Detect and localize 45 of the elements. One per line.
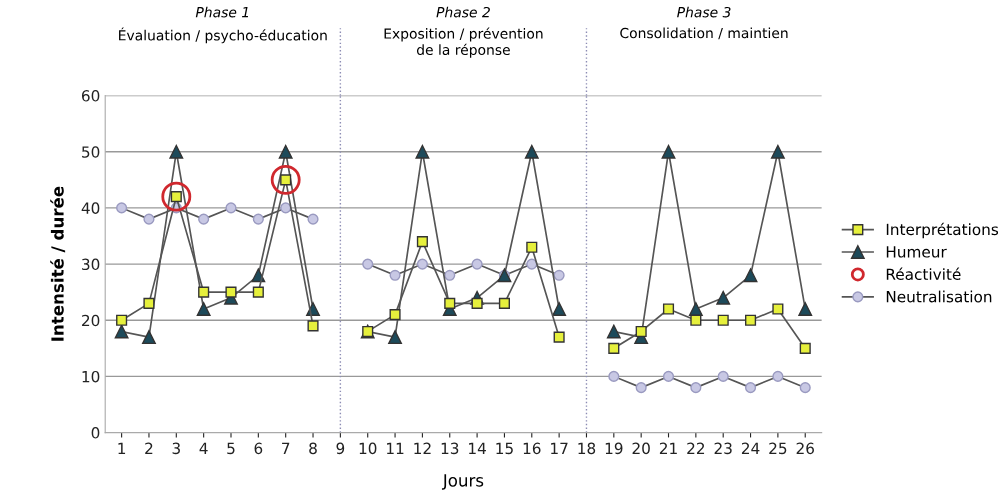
x-axis-title: Jours xyxy=(441,474,484,490)
x-tick-label: 17 xyxy=(551,442,568,454)
y-tick-label: 30 xyxy=(82,258,100,271)
text: Évaluation / psycho-éducation xyxy=(119,27,327,44)
x-tick-label: 1 xyxy=(118,442,126,454)
y-tick-label: 10 xyxy=(82,370,100,383)
x-tick-label: 10 xyxy=(359,442,377,455)
legend-label: Réactivité xyxy=(886,267,961,281)
y-tick-label: 60 xyxy=(81,90,100,102)
x-tick-label: 3 xyxy=(172,442,180,455)
x-tick-label: 23 xyxy=(714,442,732,455)
x-tick-label: 20 xyxy=(632,442,650,455)
text: Exposition / prévention de la réponse xyxy=(384,27,543,58)
text: Phase 3 xyxy=(677,6,731,18)
x-tick-label: 7 xyxy=(282,442,290,454)
y-tick-label: 50 xyxy=(82,146,100,158)
x-tick-label: 19 xyxy=(605,442,623,455)
y-tick-label: 20 xyxy=(82,314,100,327)
x-tick-label: 14 xyxy=(469,442,486,454)
text: Phase 2 xyxy=(436,6,490,18)
legend-label: Neutralisation xyxy=(886,290,992,303)
x-tick-label: 12 xyxy=(414,442,431,454)
y-tick-label: 40 xyxy=(81,202,100,214)
text: Consolidation / maintien xyxy=(620,27,788,40)
legend-label: Humeur xyxy=(886,246,947,258)
x-tick-label: 8 xyxy=(309,442,317,455)
x-tick-label: 21 xyxy=(659,442,677,454)
x-tick-label: 13 xyxy=(441,442,459,455)
x-tick-label: 4 xyxy=(199,442,208,454)
x-tick-label: 15 xyxy=(496,442,513,455)
y-axis-title: Intensité / durée xyxy=(50,186,66,341)
x-tick-label: 26 xyxy=(796,442,814,455)
y-tick-label: 0 xyxy=(91,427,100,439)
text: Phase 1 xyxy=(195,6,249,18)
x-tick-label: 18 xyxy=(578,442,596,455)
x-tick-label: 11 xyxy=(387,442,404,454)
x-tick-label: 24 xyxy=(741,442,760,454)
legend-label: Interprétations xyxy=(886,222,999,239)
x-tick-label: 2 xyxy=(145,442,153,454)
x-tick-label: 9 xyxy=(336,442,345,455)
x-tick-label: 6 xyxy=(254,442,263,455)
x-tick-label: 5 xyxy=(227,442,235,455)
x-tick-label: 25 xyxy=(769,442,787,455)
x-tick-label: 16 xyxy=(523,442,541,455)
x-tick-label: 22 xyxy=(687,442,705,454)
